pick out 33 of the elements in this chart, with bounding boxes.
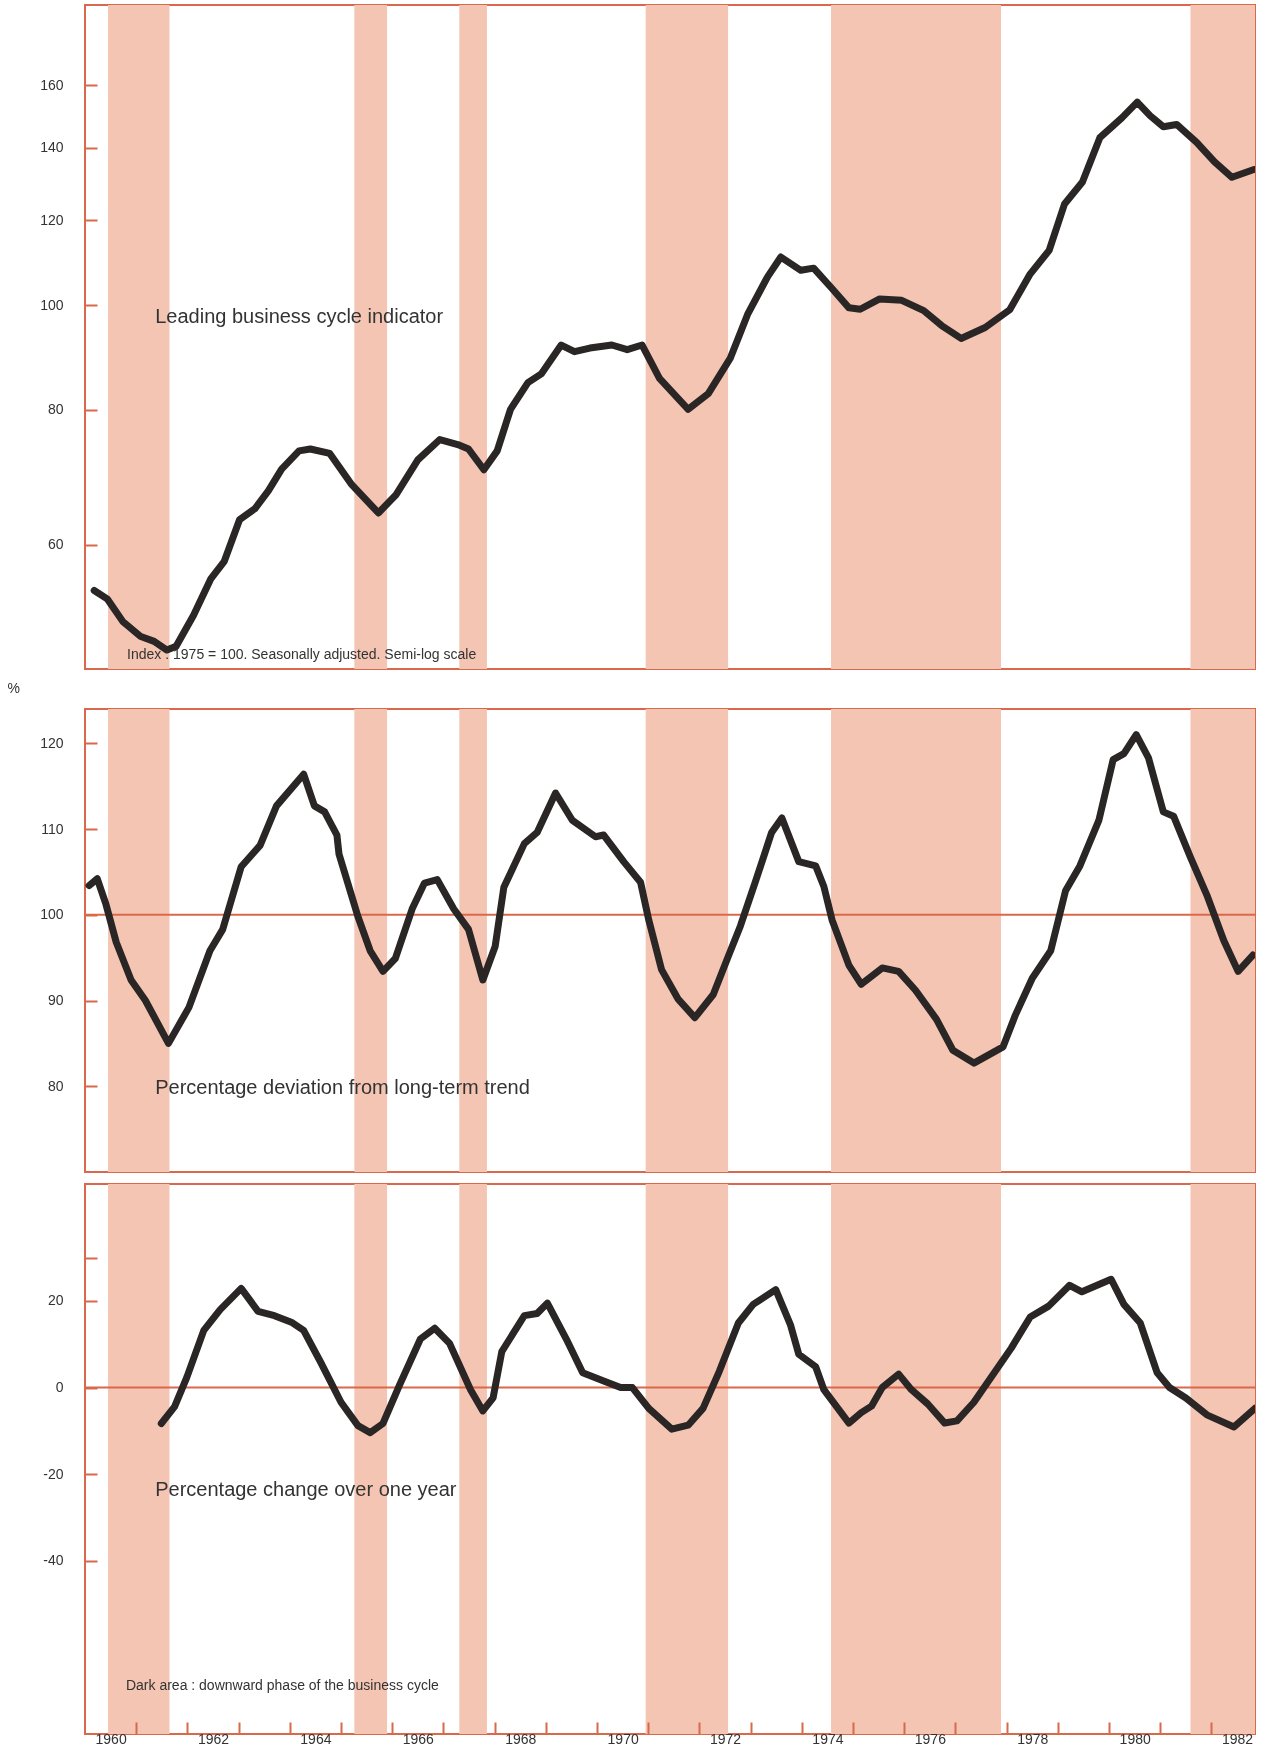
y-tick-label: 120 [40,734,64,751]
y-tick-label: 140 [40,139,64,156]
x-tick-label: 1970 [607,1730,639,1747]
x-tick-label: 1978 [1017,1730,1049,1747]
x-tick-label: 1976 [914,1730,947,1747]
y-tick-label: 0 [55,1379,64,1396]
y-axis-title: % [7,679,20,696]
annotation: Percentage change over one year [155,1478,457,1501]
y-tick-label: 80 [47,401,64,418]
annotation: Index : 1975 = 100. Seasonally adjusted. Semi-log scale [127,646,477,663]
y-tick-label: 110 [41,820,64,837]
x-tick-label: 1968 [505,1730,537,1747]
x-tick-label: 1964 [300,1730,332,1747]
annotation: Leading business cycle indicator [155,305,444,328]
y-tick-label: -20 [43,1465,64,1482]
y-tick-label: 20 [47,1292,64,1309]
x-tick-label: 1980 [1119,1730,1151,1747]
x-tick-label: 1974 [812,1730,844,1747]
y-tick-label: 80 [47,1077,64,1094]
x-tick-label: 1960 [95,1730,127,1747]
x-tick-label: 1966 [402,1730,435,1747]
x-tick-label: 1982 [1222,1730,1254,1747]
y-tick-label: 60 [47,536,64,553]
y-tick-label: 90 [47,992,64,1009]
y-tick-label: 120 [40,211,64,228]
y-tick-label: 100 [40,906,64,923]
y-tick-label: 100 [40,296,64,313]
annotation: Percentage deviation from long-term trend [155,1075,530,1098]
annotation: Dark area : downward phase of the business cycle [125,1676,439,1693]
y-tick-label: 160 [40,76,64,93]
y-tick-label: -40 [43,1552,64,1569]
x-tick-label: 1962 [197,1730,230,1747]
x-tick-label: 1972 [709,1730,742,1747]
